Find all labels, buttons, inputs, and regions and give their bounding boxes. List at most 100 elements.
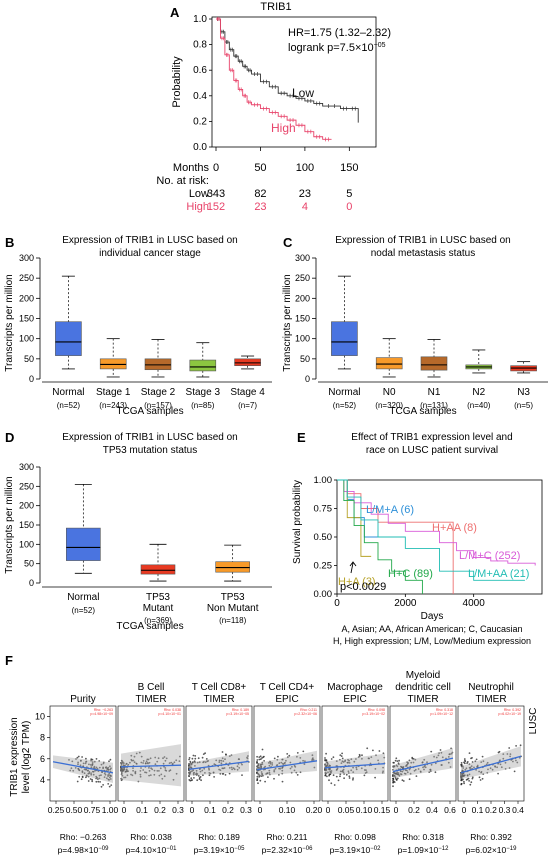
f-p-label: p=4.10×10−01	[126, 845, 177, 855]
f-p-base: p=3.19×10	[194, 845, 235, 855]
f-point	[497, 772, 499, 775]
f-point	[125, 762, 128, 765]
f-point	[267, 762, 270, 764]
f-point	[91, 761, 94, 763]
f-point	[339, 754, 342, 756]
f-point	[91, 763, 94, 766]
f-point	[237, 758, 240, 760]
box-count-label: (n=320)	[375, 401, 403, 410]
f-point	[77, 768, 80, 770]
f-point	[90, 766, 93, 769]
f-inset-rho: Rho: 0.318	[436, 708, 453, 712]
f-confidence-band	[461, 746, 521, 780]
f-point	[336, 768, 338, 771]
f-point	[188, 757, 191, 759]
f-point	[198, 778, 201, 780]
f-point	[326, 764, 329, 767]
e-ytick-label: 0.00	[314, 589, 333, 600]
f-point	[212, 771, 215, 774]
box-category-label: Normal	[67, 592, 99, 603]
f-point	[447, 761, 450, 764]
panel-f-ylabel-line1: TRIB1 expression	[9, 717, 20, 796]
f-point	[396, 773, 398, 775]
f-point	[435, 756, 438, 759]
f-point	[461, 775, 464, 778]
f-point	[224, 758, 226, 761]
f-point	[218, 768, 221, 771]
e-label-lma: L/M+A (6)	[366, 504, 414, 516]
f-point	[482, 773, 485, 775]
f-point	[163, 775, 166, 778]
panel-a: A TRIB1 HR=1.75 (1.32–2.32) logrank p=7.…	[156, 1, 391, 213]
f-point	[191, 770, 193, 773]
panel-b-title-line1: Expression of TRIB1 in LUSC based on	[62, 235, 237, 246]
f-point	[302, 759, 304, 762]
panel-c-plot: 0 50 100 150 200 250 300 Normal (n=52) N0 (n=320) N…	[295, 253, 548, 410]
f-point	[382, 766, 384, 769]
f-confidence-band	[325, 753, 385, 775]
box-1	[55, 321, 82, 356]
f-point	[465, 767, 468, 770]
f-point	[395, 779, 398, 781]
f-point	[151, 768, 154, 771]
f-point	[281, 758, 284, 761]
f-point	[81, 756, 83, 758]
f-point	[394, 776, 397, 778]
box-count-label: (n=52)	[333, 401, 357, 410]
f-point	[75, 758, 77, 760]
f-point	[504, 761, 507, 764]
box-count-label: (n=118)	[219, 616, 247, 625]
f-point	[339, 775, 341, 778]
panel-e-curves	[337, 479, 536, 594]
panel-c-title-line1: Expression of TRIB1 in LUSC based on	[335, 235, 510, 246]
f-point	[281, 772, 284, 775]
f-point	[142, 762, 145, 764]
a-ytick-label: 0.8	[193, 40, 207, 51]
f-point	[347, 770, 350, 773]
panel-e-title-line2: race on LUSC patient survival	[366, 445, 498, 456]
f-point	[464, 768, 467, 771]
risk-row-high-label: High	[186, 201, 209, 213]
km-curve-low	[216, 18, 359, 123]
f-point	[145, 771, 148, 774]
f-point	[256, 772, 258, 774]
f-panel-frame	[185, 705, 253, 802]
f-point	[471, 776, 474, 779]
f-point	[256, 755, 258, 758]
f-panel-title: B Cell	[138, 682, 165, 693]
f-point	[264, 780, 266, 783]
f-point	[342, 768, 345, 771]
f-point	[71, 760, 74, 763]
f-point	[395, 764, 398, 767]
f-xtick-label: 0	[258, 805, 263, 815]
f-inset-p: p=3.19×10−02	[362, 712, 385, 716]
f-p-label: p=1.09×10−12	[398, 845, 449, 855]
f-point	[341, 757, 344, 760]
f-point	[77, 761, 79, 764]
panel-c-letter: C	[283, 235, 293, 250]
f-point	[125, 768, 128, 771]
box-2	[99, 358, 127, 370]
f-point	[135, 763, 138, 765]
f-point	[485, 763, 488, 766]
f-point	[392, 777, 395, 780]
f-point	[366, 747, 369, 750]
f-point	[140, 755, 143, 758]
f-point	[480, 761, 483, 763]
panel-d-title-line2: TP53 mutation status	[103, 445, 198, 456]
f-xtick-label: 0	[462, 805, 467, 815]
f-point	[357, 756, 360, 758]
f-point	[197, 757, 200, 760]
f-point	[288, 754, 291, 757]
risk-value: 5	[346, 188, 352, 200]
f-point	[423, 758, 426, 761]
f-point	[190, 762, 193, 765]
f-point	[263, 755, 265, 758]
f-point	[130, 754, 133, 757]
panel-c-xlabel: TCGA samples	[389, 406, 456, 417]
f-point	[312, 759, 315, 761]
f-point	[70, 767, 73, 770]
f-inset-p: p=1.09×10−12	[430, 712, 453, 716]
f-point	[127, 763, 130, 766]
